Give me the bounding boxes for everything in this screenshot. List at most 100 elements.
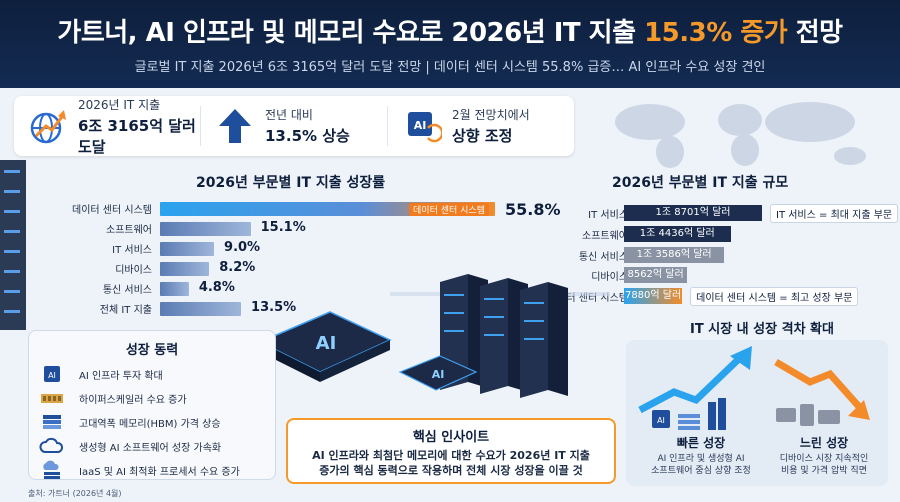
driver-item: AI AI 인프라 투자 확대 xyxy=(39,363,163,385)
growth-chart-title: 2026년 부문별 IT 지출 성장률 xyxy=(196,175,386,191)
growth-value: 9.0% xyxy=(224,240,261,255)
growth-bar xyxy=(160,262,210,276)
svg-text:AI: AI xyxy=(48,371,56,380)
chip-label: AI xyxy=(316,333,337,354)
growth-value: 4.8% xyxy=(198,280,235,295)
ai-chip-refresh-icon: AI xyxy=(408,112,442,143)
insight-line: 증가의 핵심 동력으로 작용하며 전체 시장 성장을 이끌 것 xyxy=(319,464,583,477)
growth-row: 디바이스 8.2% xyxy=(28,260,588,278)
spend-row: 소프트웨어 1조 4436억 달러 xyxy=(530,225,890,243)
kpi-total: 2026년 IT 지출 6조 3165억 달러 도달 xyxy=(14,98,201,156)
growth-row-label: 데이터 센터 시스템 xyxy=(72,205,152,216)
gap-title: IT 시장 내 성장 격차 확대 xyxy=(690,322,834,337)
globe-growth-icon xyxy=(30,110,66,144)
growth-row: 소프트웨어 15.1% xyxy=(28,220,588,238)
driver-item: IaaS 및 AI 최적화 프로세서 수요 증가 xyxy=(39,459,240,481)
cloud-icon xyxy=(39,437,64,453)
spend-note: 데이터 센터 시스템 = 최고 성장 부문 xyxy=(690,287,859,306)
title-end: 전망 xyxy=(787,18,843,48)
ai-chip-icon: AI xyxy=(44,366,60,382)
growth-value: 15.1% xyxy=(260,220,306,235)
spend-bar: 1조 3586억 달러 xyxy=(624,247,725,263)
gap-chip-label: AI xyxy=(657,416,665,425)
kpi-value: 6조 3165억 달러 도달 xyxy=(78,116,196,156)
key-insight-box: 핵심 인사이트 AI 인프라와 최첨단 메모리에 대한 수요가 2026년 IT… xyxy=(286,418,616,484)
spend-bar: 1조 4436억 달러 xyxy=(624,226,731,242)
insight-line: AI 인프라와 최첨단 메모리에 대한 수요가 2026년 IT 지출 xyxy=(312,449,590,462)
subtitle: 글로벌 IT 지출 2026년 6조 3165억 달러 도달 전망 | 데이터 … xyxy=(134,60,766,75)
kpi-yoy: 전년 대비 13.5% 상승 xyxy=(201,106,388,146)
kpi-value: 13.5% 상승 xyxy=(265,127,350,145)
kpi-label: 2월 전망치에서 xyxy=(452,108,530,122)
growth-value: 8.2% xyxy=(219,260,256,275)
spend-bar: 8562억 달러 xyxy=(624,267,688,283)
spend-row-label: 데이터 센터 시스템 xyxy=(548,293,628,304)
spend-bar: 7880억 달러 xyxy=(624,288,683,304)
fast-desc-line: AI 인프라 및 생성형 AI xyxy=(657,454,745,464)
spend-note: IT 서비스 = 최대 지출 부문 xyxy=(770,204,899,223)
cloud-server-icon xyxy=(43,460,60,479)
slow-growth-title: 느린 성장 xyxy=(799,436,849,450)
fast-growth-title: 빠른 성장 xyxy=(676,436,726,450)
growth-drivers-panel: 성장 동력 AI AI 인프라 투자 확대 하이퍼스케일러 수요 증가 고대역폭… xyxy=(28,330,276,480)
fast-growth: 빠른 성장 AI 인프라 및 생성형 AI 소프트웨어 중심 상향 조정 xyxy=(646,434,756,477)
growth-gap-illustration: AI xyxy=(638,346,870,430)
spend-row: IT 서비스 1조 8701억 달러 IT 서비스 = 최대 지출 부문 xyxy=(530,204,899,223)
growth-row-label: 디바이스 xyxy=(115,265,152,276)
source-note: 출처: 가트너 (2026년 4월) xyxy=(28,489,122,498)
growth-value: 55.8% xyxy=(505,200,561,219)
growth-bar xyxy=(160,242,215,256)
insight-title: 핵심 인사이트 xyxy=(412,430,490,445)
spend-row-label: 통신 서비스 xyxy=(578,252,628,263)
kpi-bar: 2026년 IT 지출 6조 3165억 달러 도달 전년 대비 13.5% 상승 … xyxy=(14,96,574,156)
spend-row-label: IT 서비스 xyxy=(588,210,628,221)
header: 가트너, AI 인프라 및 메모리 수요로 2026년 IT 지출 15.3% … xyxy=(0,0,900,88)
memory-module-icon xyxy=(41,394,63,403)
driver-text: 하이퍼스케일러 수요 증가 xyxy=(79,394,187,406)
growth-bar: 데이터 센터 시스템 xyxy=(160,202,495,216)
growth-bar xyxy=(160,222,251,236)
growth-row: 전체 IT 지출 13.5% xyxy=(28,300,588,318)
driver-item: 고대역폭 메모리(HBM) 가격 상승 xyxy=(39,411,221,433)
slow-desc-line: 디바이스 시장 지속적인 xyxy=(779,454,869,464)
spend-chart-title: 2026년 부문별 IT 지출 규모 xyxy=(612,175,789,191)
fast-growth-desc: AI 인프라 및 생성형 AI 소프트웨어 중심 상향 조정 xyxy=(646,453,756,477)
slow-desc-line: 비용 및 가격 압박 직면 xyxy=(781,466,867,476)
ai-chip-icon: AI xyxy=(652,410,670,428)
kpi-label: 전년 대비 xyxy=(265,108,313,122)
growth-bar-inlabel: 데이터 센터 시스템 xyxy=(409,203,489,216)
spend-row: 디바이스 8562억 달러 xyxy=(530,266,890,284)
ai-datacenter-illustration: AI AI xyxy=(258,274,610,398)
growth-row: 통신 서비스 4.8% xyxy=(28,280,588,298)
growth-row-label: 전체 IT 지출 xyxy=(99,305,152,316)
driver-item: 하이퍼스케일러 수요 증가 xyxy=(39,387,187,409)
svg-text:AI: AI xyxy=(414,119,427,132)
title-highlight: 15.3% 증가 xyxy=(644,18,788,48)
growth-row: IT 서비스 9.0% xyxy=(28,240,588,258)
hbm-icon xyxy=(43,415,61,429)
growth-bar xyxy=(160,282,189,296)
growth-row-label: 소프트웨어 xyxy=(106,225,152,236)
growth-row-label: IT 서비스 xyxy=(112,245,152,256)
chip-label-small: AI xyxy=(432,368,445,381)
fast-desc-line: 소프트웨어 중심 상향 조정 xyxy=(651,466,751,476)
spend-row: 통신 서비스 1조 3586억 달러 xyxy=(530,246,890,264)
up-arrow-icon xyxy=(219,109,251,143)
driver-text: IaaS 및 AI 최적화 프로세서 수요 증가 xyxy=(79,466,240,478)
growth-value: 13.5% xyxy=(251,300,297,315)
page-title: 가트너, AI 인프라 및 메모리 수요로 2026년 IT 지출 15.3% … xyxy=(0,12,900,49)
title-main: 가트너, AI 인프라 및 메모리 수요로 2026년 IT 지출 xyxy=(57,18,645,48)
growth-row-label: 통신 서비스 xyxy=(102,285,152,296)
spend-row: 데이터 센터 시스템 7880억 달러 데이터 센터 시스템 = 최고 성장 부문 xyxy=(530,287,890,306)
driver-text: 생성형 AI 소프트웨어 성장 가속화 xyxy=(79,442,222,454)
spend-row-label: 디바이스 xyxy=(591,272,628,283)
driver-text: AI 인프라 투자 확대 xyxy=(79,370,163,382)
world-map-graphic xyxy=(615,102,866,168)
kpi-value: 상향 조정 xyxy=(452,127,513,145)
server-rack-graphic xyxy=(0,160,26,330)
driver-item: 생성형 AI 소프트웨어 성장 가속화 xyxy=(39,435,221,457)
